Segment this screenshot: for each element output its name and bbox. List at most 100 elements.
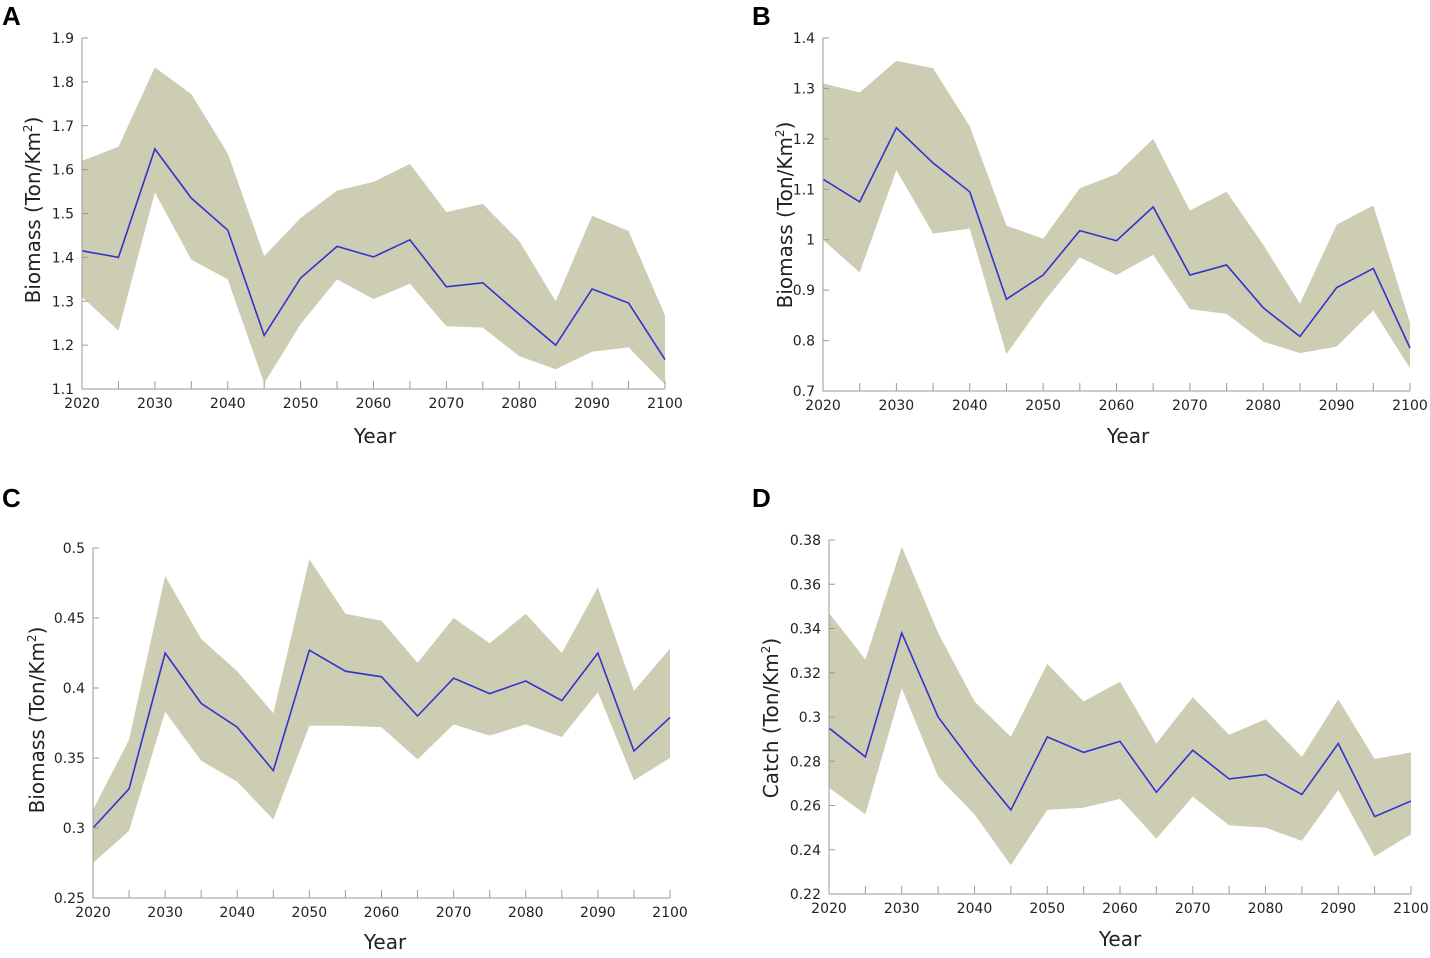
- uncertainty-band: [82, 67, 665, 385]
- mean-series-line: [822, 126, 1411, 349]
- panel-d: D 2020 2030 2040 2050 2060 2070 2080 2090 2100 0.2…: [752, 483, 1429, 951]
- y-tick-label: 1.4: [793, 31, 815, 47]
- x-tick-label: 2040: [210, 396, 246, 412]
- y-tick-label: 1.7: [52, 119, 74, 135]
- y-tick-label: 1.1: [52, 382, 74, 398]
- y-axis-title-end: ): [25, 627, 49, 635]
- mean-series-line: [828, 630, 1412, 818]
- y-tick-label: 0.26: [790, 799, 821, 815]
- y-axis-title-main: Biomass (Ton/Km: [21, 132, 45, 303]
- y-tick-label: 0.45: [54, 611, 85, 627]
- x-tick-label: 2070: [429, 396, 465, 412]
- y-axis-title-superscript: 2: [25, 634, 39, 642]
- x-tick-label: 2020: [811, 901, 847, 917]
- panel-letter: D: [752, 483, 771, 513]
- x-tick-label: 2080: [1245, 398, 1281, 414]
- y-tick-label: 1.2: [793, 132, 815, 148]
- x-axis-title: Year: [1098, 927, 1142, 951]
- y-tick-label: 1.3: [52, 294, 74, 310]
- y-axis-title-end: ): [759, 638, 783, 646]
- x-tick-label: 2080: [508, 905, 544, 921]
- y-tick-label: 0.8: [793, 334, 815, 350]
- x-tick-label: 2080: [501, 396, 537, 412]
- mean-series-line: [92, 648, 671, 829]
- x-axis-title: Year: [1106, 424, 1150, 448]
- x-tick-label: 2100: [647, 396, 683, 412]
- y-axis-title-main: Catch (Ton/Km: [759, 653, 783, 798]
- y-tick-label: 1.6: [52, 163, 74, 179]
- y-tick-label: 0.5: [63, 541, 85, 557]
- uncertainty-band: [93, 559, 670, 863]
- y-axis-title: Biomass (Ton/Km2): [21, 117, 45, 304]
- x-tick-label: 2040: [952, 398, 988, 414]
- y-tick-label: 0.22: [790, 887, 821, 903]
- x-tick-label: 2090: [574, 396, 610, 412]
- y-tick-label: 1.9: [52, 31, 74, 47]
- x-tick-label: 2020: [64, 396, 100, 412]
- x-tick-label: 2070: [1172, 398, 1208, 414]
- y-tick-label: 1.2: [52, 338, 74, 354]
- y-tick-label: 0.3: [63, 821, 85, 837]
- y-axis-title: Catch (Ton/Km2): [759, 638, 783, 798]
- y-tick-label: 0.35: [54, 751, 85, 767]
- y-tick-label: 0.3: [799, 710, 821, 726]
- x-tick-label: 2060: [1102, 901, 1138, 917]
- x-tick-label: 2060: [364, 905, 400, 921]
- panel-b: B 2020 2030 2040 2050 2060 2070 2080 2090 2100 0.7…: [752, 1, 1428, 448]
- x-tick-label: 2100: [652, 905, 688, 921]
- x-tick-label: 2090: [1320, 901, 1356, 917]
- y-axis-title-end: ): [21, 117, 45, 125]
- x-tick-label: 2030: [879, 398, 915, 414]
- panel-a: A 2020 2030 2040 2050 2060 2070 2080 2090 2100 1.1…: [2, 1, 683, 448]
- uncertainty-band: [829, 546, 1411, 866]
- y-tick-label: 1.8: [52, 75, 74, 91]
- y-axis-title: Biomass (Ton/Km2): [25, 627, 49, 814]
- x-tick-label: 2060: [1099, 398, 1135, 414]
- x-tick-label: 2100: [1393, 901, 1429, 917]
- x-tick-label: 2020: [805, 398, 841, 414]
- x-tick-label: 2050: [1025, 398, 1061, 414]
- x-tick-label: 2040: [957, 901, 993, 917]
- x-axis-title: Year: [353, 424, 397, 448]
- x-axis-title: Year: [363, 930, 407, 954]
- y-tick-label: 0.9: [793, 283, 815, 299]
- x-tick-label: 2030: [137, 396, 173, 412]
- x-tick-label: 2070: [436, 905, 472, 921]
- x-tick-label: 2050: [283, 396, 319, 412]
- y-tick-label: 0.28: [790, 754, 821, 770]
- x-tick-label: 2050: [1029, 901, 1065, 917]
- y-tick-label: 0.4: [63, 681, 85, 697]
- y-tick-label: 0.24: [790, 843, 821, 859]
- panel-c: C 2020 2030 2040 2050 2060 2070 2080 2090 2100 0.2…: [2, 483, 688, 954]
- panel-letter: B: [752, 1, 771, 31]
- mean-series-line: [81, 147, 666, 361]
- y-tick-label: 0.25: [54, 891, 85, 907]
- x-tick-label: 2060: [356, 396, 392, 412]
- y-tick-label: 1.3: [793, 81, 815, 97]
- y-tick-label: 0.34: [790, 622, 821, 638]
- x-tick-label: 2080: [1248, 901, 1284, 917]
- x-tick-label: 2030: [147, 905, 183, 921]
- panel-letter: C: [2, 483, 21, 513]
- uncertainty-band: [823, 60, 1410, 369]
- y-axis-title: Biomass (Ton/Km2): [773, 122, 797, 309]
- panel-letter: A: [2, 1, 21, 31]
- x-tick-label: 2040: [219, 905, 255, 921]
- x-tick-label: 2090: [580, 905, 616, 921]
- x-tick-label: 2090: [1319, 398, 1355, 414]
- y-axis-title-superscript: 2: [21, 124, 35, 132]
- x-tick-label: 2070: [1175, 901, 1211, 917]
- y-tick-label: 0.38: [790, 533, 821, 549]
- y-tick-label: 0.32: [790, 666, 821, 682]
- x-tick-label: 2100: [1392, 398, 1428, 414]
- y-tick-label: 0.36: [790, 577, 821, 593]
- x-tick-label: 2020: [75, 905, 111, 921]
- y-tick-label: 0.7: [793, 384, 815, 400]
- y-tick-label: 1.4: [52, 250, 74, 266]
- y-tick-label: 1.5: [52, 207, 74, 223]
- y-axis-title-main: Biomass (Ton/Km: [773, 137, 797, 308]
- y-axis-title-main: Biomass (Ton/Km: [25, 642, 49, 813]
- y-axis-title-superscript: 2: [759, 646, 773, 654]
- y-axis-title-end: ): [773, 122, 797, 130]
